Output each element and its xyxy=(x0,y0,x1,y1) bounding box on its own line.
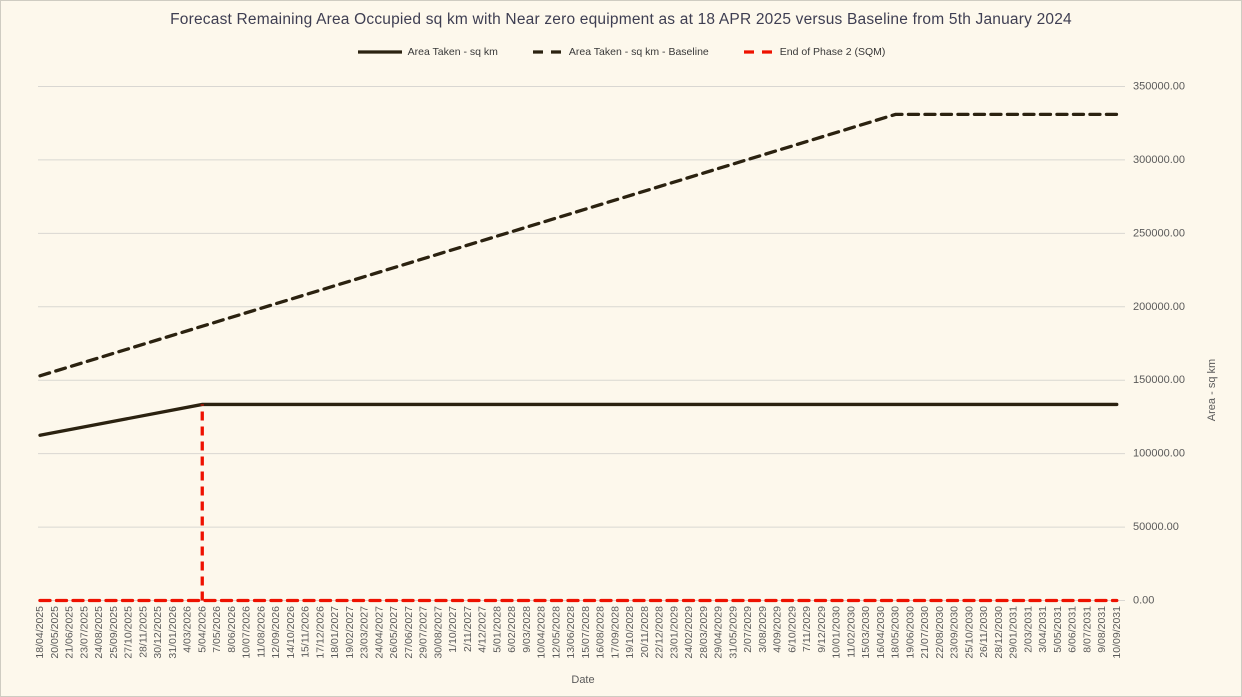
x-tick-label: 17/09/2028 xyxy=(609,606,621,659)
y-tick-label: 150000.00 xyxy=(1133,374,1185,386)
x-tick-label: 23/03/2027 xyxy=(359,606,371,659)
x-tick-label: 5/04/2026 xyxy=(196,606,208,653)
x-tick-label: 31/05/2029 xyxy=(727,606,739,659)
x-tick-label: 9/08/2031 xyxy=(1096,606,1108,653)
x-tick-label: 20/05/2025 xyxy=(49,606,61,659)
x-tick-label: 15/07/2028 xyxy=(580,606,592,659)
x-tick-label: 27/06/2027 xyxy=(403,606,415,659)
x-tick-label: 12/05/2028 xyxy=(550,606,562,659)
x-tick-label: 11/02/2030 xyxy=(845,606,857,658)
x-tick-label: 24/02/2029 xyxy=(683,606,695,659)
x-tick-label: 23/07/2025 xyxy=(78,606,90,659)
x-tick-label: 4/03/2026 xyxy=(182,606,194,653)
y-tick-label: 0.00 xyxy=(1133,595,1154,607)
legend-solid-line-icon xyxy=(357,50,402,54)
x-tick-label: 3/08/2029 xyxy=(757,606,769,653)
x-tick-label: 28/11/2025 xyxy=(137,606,149,658)
x-tick-label: 9/03/2028 xyxy=(521,606,533,653)
x-tick-label: 19/02/2027 xyxy=(344,606,356,659)
x-tick-label: 26/05/2027 xyxy=(388,606,400,659)
y-tick-label: 200000.00 xyxy=(1133,301,1185,313)
x-tick-label: 11/08/2026 xyxy=(255,606,267,658)
legend-label: End of Phase 2 (SQM) xyxy=(779,46,886,58)
x-tick-label: 22/12/2028 xyxy=(654,606,666,659)
x-tick-label: 29/04/2029 xyxy=(713,606,725,659)
x-tick-label: 5/01/2028 xyxy=(491,606,503,653)
legend-red-dashed-line-icon xyxy=(743,50,774,54)
x-tick-label: 12/09/2026 xyxy=(270,606,282,659)
x-tick-label: 29/01/2031 xyxy=(1008,606,1020,659)
x-tick-label: 19/06/2030 xyxy=(904,606,916,659)
x-tick-label: 20/11/2028 xyxy=(639,606,651,658)
x-tick-label: 18/01/2027 xyxy=(329,606,341,659)
x-tick-label: 14/10/2026 xyxy=(285,606,297,659)
y-tick-label: 300000.00 xyxy=(1133,154,1185,166)
x-tick-label: 10/01/2030 xyxy=(831,606,843,659)
x-tick-label: 30/12/2025 xyxy=(152,606,164,659)
x-tick-label: 10/07/2026 xyxy=(241,606,253,659)
x-tick-label: 7/11/2029 xyxy=(801,606,813,652)
y-tick-label: 350000.00 xyxy=(1133,81,1185,93)
x-tick-label: 4/12/2027 xyxy=(477,606,489,653)
x-tick-label: 17/12/2026 xyxy=(314,606,326,659)
legend: Area Taken - sq km Area Taken - sq km - … xyxy=(0,46,1242,58)
x-tick-label: 2/11/2027 xyxy=(462,606,474,652)
y-tick-label: 50000.00 xyxy=(1133,521,1179,533)
x-tick-label: 25/09/2025 xyxy=(108,606,120,659)
x-tick-label: 2/07/2029 xyxy=(742,606,754,653)
x-tick-label: 16/08/2028 xyxy=(595,606,607,659)
y-tick-label: 250000.00 xyxy=(1133,227,1185,239)
x-tick-label: 8/07/2031 xyxy=(1081,606,1093,653)
x-tick-label: 22/08/2030 xyxy=(934,606,946,659)
y-axis-title: Area - sq km xyxy=(1206,359,1218,421)
x-tick-label: 24/08/2025 xyxy=(93,606,105,659)
x-tick-label: 25/10/2030 xyxy=(963,606,975,659)
x-tick-label: 13/06/2028 xyxy=(565,606,577,659)
x-tick-label: 31/01/2026 xyxy=(167,606,179,659)
x-tick-label: 23/09/2030 xyxy=(949,606,961,659)
legend-label: Area Taken - sq km xyxy=(407,46,498,58)
x-tick-label: 9/12/2029 xyxy=(816,606,828,653)
x-tick-label: 6/06/2031 xyxy=(1067,606,1079,653)
x-tick-label: 28/03/2029 xyxy=(698,606,710,659)
x-tick-label: 16/04/2030 xyxy=(875,606,887,659)
x-axis-title: Date xyxy=(571,674,594,686)
x-tick-label: 23/01/2029 xyxy=(668,606,680,659)
x-tick-label: 2/03/2031 xyxy=(1022,606,1034,653)
legend-item-end-of-phase-2: End of Phase 2 (SQM) xyxy=(743,46,886,58)
x-tick-label: 10/09/2031 xyxy=(1111,606,1123,659)
series-line-area-taken-sq-km-baseline xyxy=(38,112,1119,378)
x-tick-label: 7/05/2026 xyxy=(211,606,223,653)
x-tick-label: 21/06/2025 xyxy=(64,606,76,659)
x-tick-label: 15/11/2026 xyxy=(300,606,312,658)
chart-title: Forecast Remaining Area Occupied sq km w… xyxy=(170,11,1072,28)
x-tick-label: 15/03/2030 xyxy=(860,606,872,659)
legend-item-area-taken: Area Taken - sq km xyxy=(357,46,498,58)
legend-dashed-line-icon xyxy=(532,50,563,54)
legend-label: Area Taken - sq km - Baseline xyxy=(568,46,709,58)
x-tick-label: 24/04/2027 xyxy=(373,606,385,659)
x-tick-label: 21/07/2030 xyxy=(919,606,931,659)
x-tick-label: 29/07/2027 xyxy=(418,606,430,659)
x-tick-label: 28/12/2030 xyxy=(993,606,1005,659)
legend-item-baseline: Area Taken - sq km - Baseline xyxy=(532,46,709,58)
x-tick-label: 27/10/2025 xyxy=(123,606,135,659)
x-tick-label: 6/02/2028 xyxy=(506,606,518,653)
x-tick-label: 4/09/2029 xyxy=(772,606,784,653)
x-tick-label: 5/05/2031 xyxy=(1052,606,1064,653)
y-tick-label: 100000.00 xyxy=(1133,448,1185,460)
x-tick-label: 3/04/2031 xyxy=(1037,606,1049,653)
x-tick-label: 26/11/2030 xyxy=(978,606,990,658)
x-tick-label: 19/10/2028 xyxy=(624,606,636,659)
x-tick-label: 8/06/2026 xyxy=(226,606,238,653)
x-tick-label: 18/04/2025 xyxy=(34,606,46,659)
x-tick-label: 6/10/2029 xyxy=(786,606,798,653)
x-tick-label: 10/04/2028 xyxy=(536,606,548,659)
x-tick-label: 1/10/2027 xyxy=(447,606,459,653)
x-tick-label: 18/05/2030 xyxy=(890,606,902,659)
x-tick-label: 30/08/2027 xyxy=(432,606,444,659)
